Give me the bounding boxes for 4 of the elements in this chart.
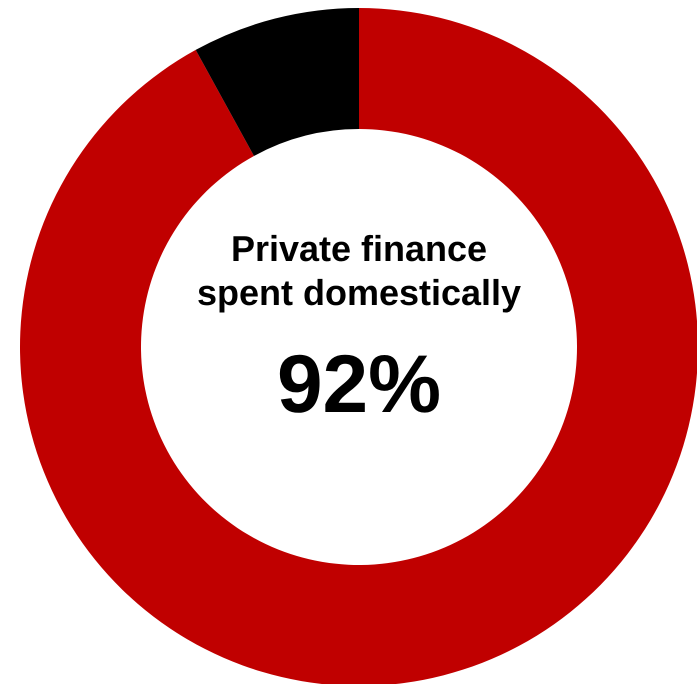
data-label: 92% [276,339,442,430]
donut-slice [20,8,697,684]
donut-slice [196,8,359,156]
text: Private finance spent domestically [196,228,522,313]
